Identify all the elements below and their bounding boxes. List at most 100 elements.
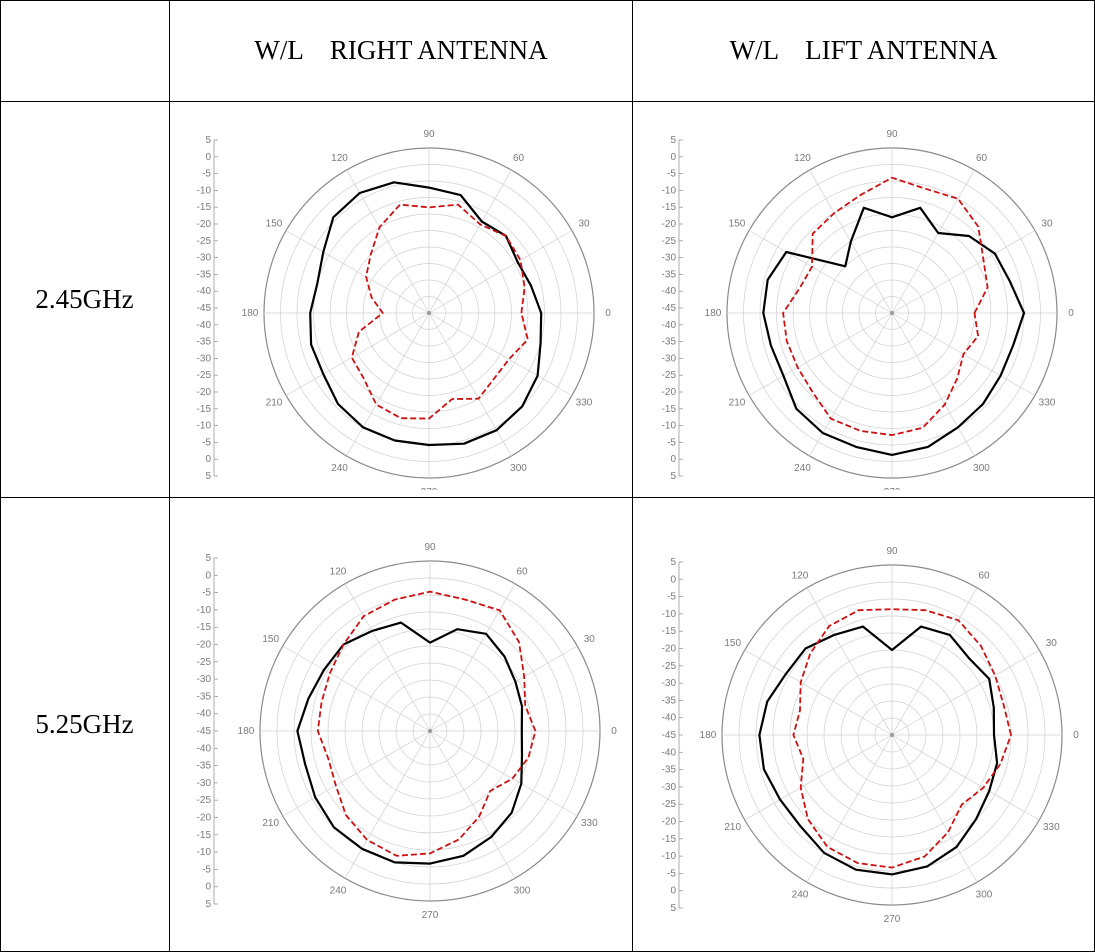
grid-spoke [282,730,431,817]
scale-tick-label: -35 [662,337,677,348]
scale-tick-label: -15 [197,622,212,633]
grid-spoke [428,169,512,314]
angle-label: 90 [423,129,435,140]
grid-spoke [285,230,430,314]
scale-tick-label: -25 [197,795,212,806]
scale-tick-label: -20 [662,387,677,398]
scale-tick-label: -25 [662,236,677,247]
scale-tick-label: -15 [662,202,677,213]
scale-tick-label: -30 [197,674,212,685]
angle-label: 0 [1068,308,1074,319]
scale-tick-label: -35 [662,695,677,706]
angle-label: 150 [724,638,741,649]
scale-tick-label: -30 [662,253,677,264]
scale-tick-label: 5 [670,135,676,146]
grid-spoke [285,312,430,396]
scale-tick-label: 0 [670,574,676,585]
angle-label: 270 [422,910,439,921]
angle-label: 240 [330,885,347,896]
scale-tick-label: -20 [197,219,212,230]
scale-tick-label: -15 [662,404,677,415]
table-border-top [0,0,1095,1]
scale-tick-label: -5 [667,169,676,180]
table-border-header [0,101,1095,102]
grid-spoke [428,312,573,396]
angle-label: 300 [514,885,531,896]
scale-tick-label: -35 [662,765,677,776]
scale-tick-label: -5 [202,864,211,875]
polar-plot-2-45ghz-lift: 0 30 60 90 120 150 180 210 240 270 300 330 5 0 -5 -10 -1… [662,129,1075,490]
scale-tick-label: -15 [662,834,677,845]
angle-label: 180 [700,730,717,741]
scale-tick-label: -25 [662,799,677,810]
angle-label: 30 [1041,219,1053,230]
angle-label: 0 [611,726,617,737]
scale-tick-label: -25 [662,661,677,672]
scale-tick-label: -45 [197,303,212,314]
scale-tick-label: -45 [662,730,677,741]
scale-tick-label: -40 [662,747,677,758]
center-dot [428,729,432,733]
scale-tick-label: 0 [205,570,211,581]
angle-label: 150 [729,219,746,230]
scale-tick-label: -10 [197,421,212,432]
angle-label: 60 [516,567,528,578]
series-line-solid [309,181,543,447]
grid-spoke [346,169,430,314]
center-dot [427,311,431,315]
scale-tick-label: -10 [662,609,677,620]
angle-label: 240 [792,889,809,900]
angle-label: 30 [578,219,590,230]
grid-spoke [429,645,578,732]
grid-spoke [891,587,978,736]
scale-tick-label: -20 [662,219,677,230]
angle-label: 300 [976,889,993,900]
grid-spoke [891,734,1040,821]
scale-tick-label: -30 [197,778,212,789]
scale-tick-label: -25 [197,657,212,668]
header-lift-antenna: W/L LIFT ANTENNA [729,35,998,65]
scale-tick-label: 5 [205,135,211,146]
angle-label: 330 [1039,398,1056,409]
angle-label: 120 [794,153,811,164]
angle-label: 60 [976,153,988,164]
scale-tick-label: -35 [197,269,212,280]
angle-label: 210 [729,398,746,409]
angle-label: 270 [421,487,438,490]
table-border-left [0,0,1,952]
header-right-antenna: W/L RIGHT ANTENNA [254,35,548,65]
scale-tick-label: -10 [662,421,677,432]
angle-label: 90 [886,546,898,557]
angle-label: 270 [884,487,901,490]
grid-spoke [428,230,573,314]
row-label-2-45ghz: 2.45GHz [35,284,134,314]
grid-spoke [344,730,431,879]
angle-label: 60 [513,153,525,164]
scale-tick-label: -15 [197,404,212,415]
scale-tick-label: -5 [202,437,211,448]
angle-label: 300 [510,463,527,474]
angle-label: 180 [705,308,722,319]
grid-spoke [891,230,1036,314]
series-line-dashed [792,608,1012,869]
grid-spoke [429,730,516,879]
scale-tick-label: -30 [662,782,677,793]
angle-label: 150 [266,219,283,230]
polar-plot-2-45ghz-right: 0 30 60 90 120 150 180 210 240 270 300 330 5 0 -5 -10 -1… [197,129,612,490]
scale-tick-label: 5 [205,471,211,482]
scale-tick-label: -35 [662,269,677,280]
scale-tick-label: -35 [197,761,212,772]
grid-spoke [809,312,893,457]
center-dot [890,733,894,737]
row-label-5-25ghz: 5.25GHz [35,709,134,739]
polar-plot-5-25ghz-lift: 0 30 60 90 120 150 180 210 240 270 300 330 5 0 -5 -10 -1… [662,546,1080,925]
angle-label: 330 [581,818,598,829]
series-line-solid [758,625,999,876]
scale-tick-label: -10 [197,605,212,616]
scale-tick-label: -15 [197,830,212,841]
angle-label: 90 [886,129,898,140]
table-border-mid [0,497,1095,498]
angle-label: 240 [794,463,811,474]
table-border-col2 [632,0,633,952]
